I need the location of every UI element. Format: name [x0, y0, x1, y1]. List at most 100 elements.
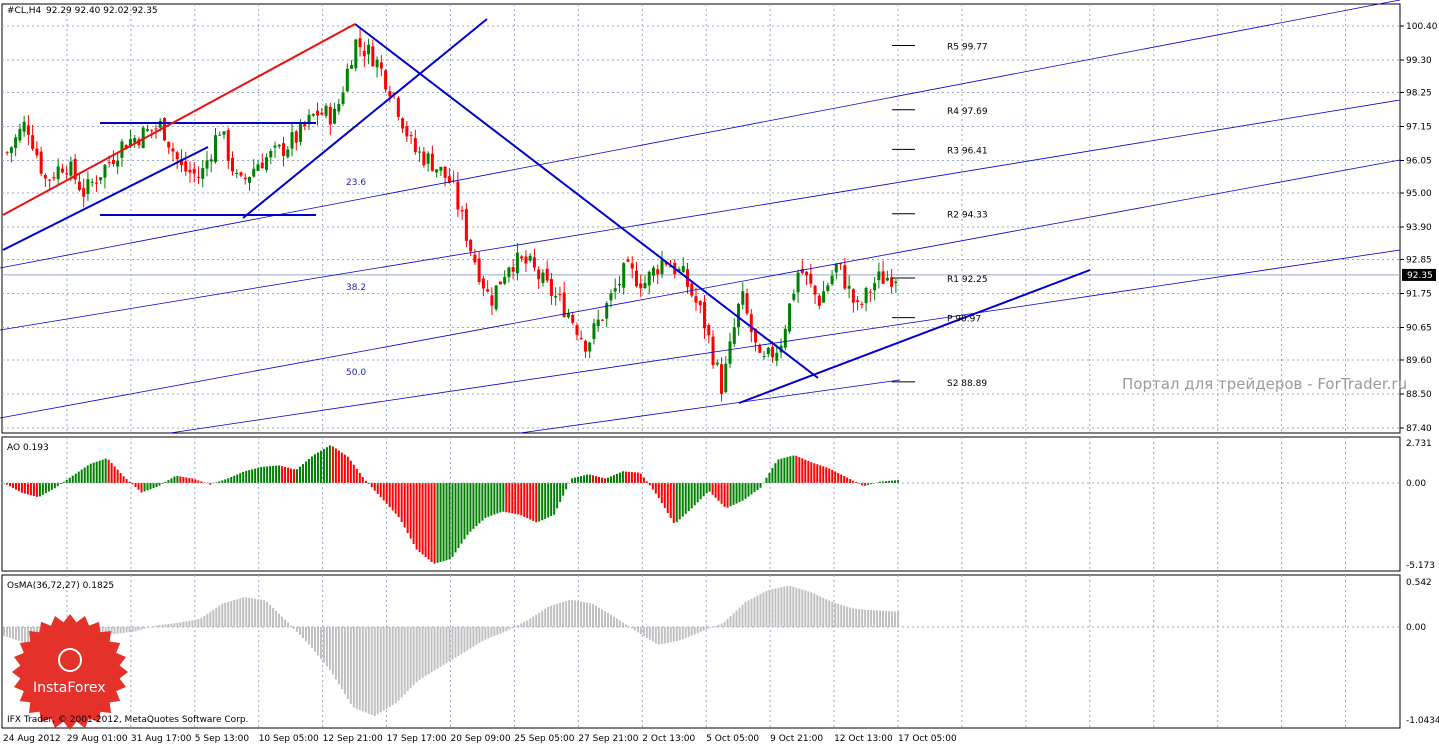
ao-bar	[505, 483, 508, 513]
osma-bar	[355, 627, 358, 709]
ao-bar	[744, 483, 747, 499]
candle-up	[643, 282, 647, 289]
candle-down	[362, 50, 366, 57]
osma-bar	[26, 627, 29, 644]
ohlc-readout: 92.29 92.40 92.02 92.35	[46, 6, 158, 16]
ao-bar	[747, 483, 750, 497]
osma-bar	[624, 624, 627, 627]
ao-bar	[831, 469, 834, 483]
price-tick-label: 97.15	[1406, 123, 1432, 133]
ao-bar	[421, 483, 424, 555]
time-tick-label: 17 Oct 05:00	[898, 734, 957, 744]
ao-bar	[532, 483, 535, 521]
candle-down	[65, 173, 69, 175]
osma-bar	[642, 627, 645, 637]
candle-up	[877, 271, 881, 281]
osma-bar	[714, 625, 717, 627]
ao-bar	[352, 464, 355, 483]
ao-panel[interactable]	[2, 445, 1400, 564]
candle-down	[196, 176, 200, 178]
ao-bar	[873, 483, 876, 484]
osma-bar	[173, 623, 176, 627]
candle-down	[154, 128, 158, 130]
ao-bar	[430, 483, 433, 562]
osma-bar	[684, 627, 687, 639]
ao-bar	[777, 459, 780, 483]
candle-up	[622, 263, 626, 288]
osma-bar	[155, 625, 158, 627]
ao-bar	[768, 472, 771, 483]
pivot-label: P 90.97	[947, 315, 981, 325]
osma-bar	[448, 627, 451, 662]
ao-bar	[511, 483, 514, 514]
osma-bar	[236, 599, 239, 627]
osma-bar	[496, 627, 499, 635]
osma-bar	[744, 602, 747, 627]
osma-bar	[17, 627, 20, 641]
ao-tick-label: 0.00	[1406, 479, 1426, 489]
osma-bar	[358, 627, 361, 711]
ao-bar	[152, 483, 155, 489]
osma-bar	[457, 627, 460, 656]
ao-bar	[388, 483, 391, 508]
ao-bar	[894, 480, 897, 483]
ao-bar	[732, 483, 735, 505]
ao-bar	[284, 466, 287, 483]
candle-up	[766, 347, 770, 355]
ao-bar	[463, 483, 466, 540]
osma-bar	[681, 627, 684, 640]
candle-down	[243, 177, 247, 180]
ao-bar	[89, 463, 92, 483]
candle-down	[371, 46, 375, 67]
ao-bar	[493, 483, 496, 515]
ao-bar	[822, 466, 825, 483]
ao-bar	[813, 463, 816, 483]
osma-bar	[313, 627, 316, 652]
osma-bar	[834, 602, 837, 627]
trendline	[354, 23, 819, 379]
osma-bar	[394, 627, 397, 704]
osma-bar	[128, 627, 131, 633]
osma-bar	[182, 621, 185, 627]
candle-down	[664, 262, 668, 265]
ao-bar	[672, 483, 675, 523]
ao-bar	[657, 483, 660, 499]
candle-up	[724, 363, 728, 393]
osma-bar	[212, 609, 215, 627]
candle-down	[571, 314, 575, 323]
osma-bar	[843, 605, 846, 627]
ao-bar	[424, 483, 427, 558]
ao-bar	[128, 481, 131, 483]
ao-bar	[642, 477, 645, 483]
osma-bar	[340, 627, 343, 690]
osma-bar	[672, 627, 675, 642]
osma-bar	[221, 603, 224, 627]
ao-bar	[53, 483, 56, 489]
osma-bar	[771, 589, 774, 627]
ao-bar	[418, 483, 421, 553]
resistance-line	[2, 23, 356, 216]
ao-bar	[837, 472, 840, 483]
ao-bar	[167, 480, 170, 483]
osma-bar	[615, 618, 618, 627]
ao-bar	[170, 478, 173, 483]
ao-bar	[508, 483, 511, 513]
ao-bar	[245, 470, 248, 483]
candle-down	[231, 157, 235, 172]
osma-bar	[849, 607, 852, 627]
ao-bar	[807, 460, 810, 483]
osma-panel[interactable]	[2, 585, 1400, 717]
candle-up	[588, 342, 592, 352]
candle-up	[566, 312, 570, 318]
panel-frame-2	[1, 574, 1401, 729]
osma-bar	[403, 627, 406, 695]
ao-bar	[771, 468, 774, 483]
osma-bar	[269, 604, 272, 627]
osma-bar	[529, 618, 532, 627]
candle-down	[703, 301, 707, 329]
osma-bar	[466, 627, 469, 651]
time-tick-label: 10 Sep 05:00	[259, 734, 319, 744]
osma-bar	[472, 627, 475, 647]
ao-bar	[257, 467, 260, 483]
ao-bar	[574, 477, 577, 483]
